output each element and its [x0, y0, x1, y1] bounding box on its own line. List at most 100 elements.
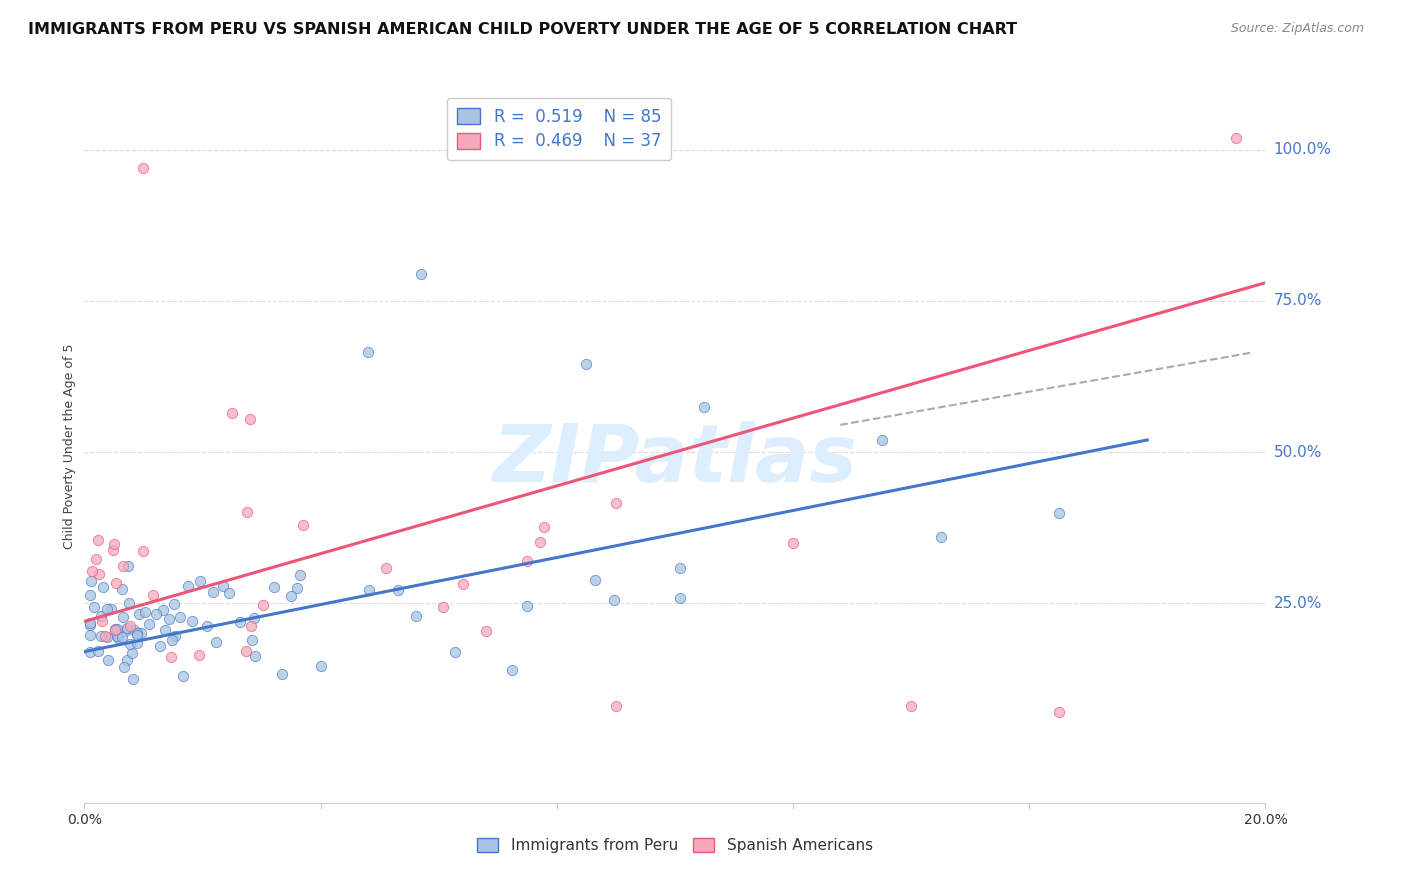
Point — [160, 650, 183, 665]
Point — [443, 645, 465, 659]
Point — [87, 644, 110, 658]
Point — [195, 618, 218, 632]
Point — [107, 631, 129, 645]
Point — [605, 699, 627, 714]
Point — [117, 558, 139, 573]
Point — [111, 630, 134, 644]
Point — [357, 345, 380, 359]
Point — [90, 629, 112, 643]
Point — [782, 535, 804, 549]
Point — [121, 646, 143, 660]
Point — [239, 618, 262, 632]
Point — [605, 496, 627, 510]
Point — [83, 600, 105, 615]
Point — [160, 632, 183, 647]
Point — [235, 644, 257, 658]
Point — [157, 612, 180, 626]
Point — [125, 625, 148, 640]
Point — [205, 635, 228, 649]
Point — [309, 659, 332, 673]
Point — [97, 653, 120, 667]
Point — [236, 505, 259, 519]
Point — [112, 609, 135, 624]
Point — [1047, 506, 1070, 520]
Point — [239, 411, 262, 425]
Point — [583, 573, 606, 587]
Text: 50.0%: 50.0% — [1274, 444, 1322, 459]
Point — [212, 578, 235, 592]
Point — [180, 614, 202, 628]
Point — [668, 591, 690, 606]
Point — [870, 433, 893, 447]
Point — [132, 161, 155, 175]
Point — [80, 574, 103, 588]
Point — [96, 631, 118, 645]
Point — [79, 645, 101, 659]
Point — [221, 406, 243, 420]
Point — [165, 629, 187, 643]
Text: 100.0%: 100.0% — [1274, 142, 1331, 157]
Point — [529, 535, 551, 549]
Point — [432, 600, 454, 615]
Point — [104, 624, 127, 638]
Point — [79, 628, 101, 642]
Legend: Immigrants from Peru, Spanish Americans: Immigrants from Peru, Spanish Americans — [471, 831, 879, 859]
Point — [100, 602, 122, 616]
Point — [118, 596, 141, 610]
Point — [218, 586, 240, 600]
Point — [91, 580, 114, 594]
Point — [145, 607, 167, 622]
Point — [263, 580, 285, 594]
Point — [115, 621, 138, 635]
Text: ZIPatlas: ZIPatlas — [492, 421, 858, 500]
Point — [105, 622, 128, 636]
Point — [152, 602, 174, 616]
Point — [103, 537, 125, 551]
Point — [101, 542, 124, 557]
Point — [929, 530, 952, 544]
Point — [693, 400, 716, 414]
Point — [105, 625, 128, 640]
Point — [288, 567, 311, 582]
Point — [474, 624, 496, 638]
Point — [285, 582, 308, 596]
Point — [1225, 130, 1247, 145]
Point — [90, 614, 112, 628]
Point — [252, 598, 274, 612]
Point — [94, 630, 117, 644]
Point — [900, 699, 922, 714]
Point — [243, 648, 266, 663]
Point — [1047, 705, 1070, 719]
Point — [603, 593, 626, 607]
Point — [90, 609, 112, 624]
Point — [122, 623, 145, 637]
Point — [202, 585, 225, 599]
Point — [96, 602, 118, 616]
Point — [163, 597, 186, 611]
Point — [516, 554, 538, 568]
Point — [112, 659, 135, 673]
Point — [122, 673, 145, 687]
Point — [243, 611, 266, 625]
Point — [533, 520, 555, 534]
Point — [111, 582, 134, 596]
Point — [357, 583, 380, 598]
Point — [89, 566, 111, 581]
Point — [132, 543, 155, 558]
Text: IMMIGRANTS FROM PERU VS SPANISH AMERICAN CHILD POVERTY UNDER THE AGE OF 5 CORREL: IMMIGRANTS FROM PERU VS SPANISH AMERICAN… — [28, 22, 1018, 37]
Text: 25.0%: 25.0% — [1274, 596, 1322, 611]
Point — [118, 618, 141, 632]
Point — [104, 623, 127, 637]
Y-axis label: Child Poverty Under the Age of 5: Child Poverty Under the Age of 5 — [63, 343, 76, 549]
Point — [375, 561, 398, 575]
Point — [104, 576, 127, 591]
Point — [240, 633, 263, 648]
Point — [501, 663, 523, 677]
Point — [128, 607, 150, 621]
Point — [129, 626, 152, 640]
Text: 75.0%: 75.0% — [1274, 293, 1322, 309]
Point — [87, 533, 110, 547]
Point — [114, 624, 136, 638]
Point — [79, 616, 101, 631]
Point — [79, 588, 101, 602]
